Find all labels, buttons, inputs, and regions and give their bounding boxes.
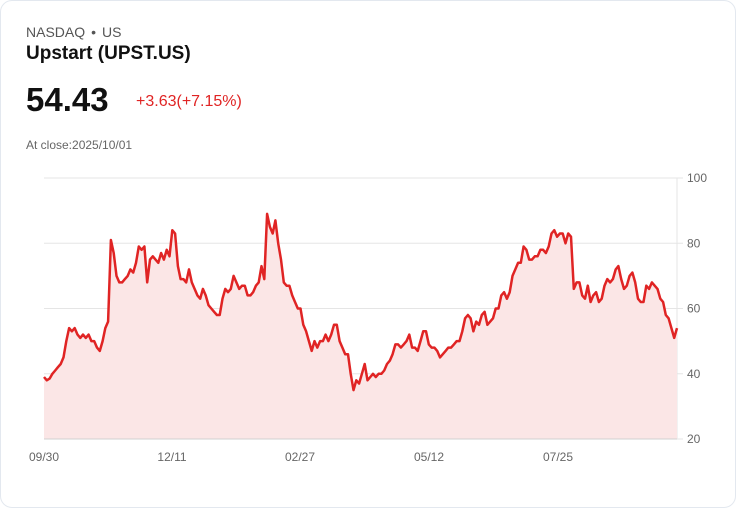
separator-dot: • [91, 24, 97, 40]
x-tick-label: 07/25 [543, 450, 573, 464]
area-fill [44, 213, 677, 439]
x-tick-label: 09/30 [29, 450, 59, 464]
current-price: 54.43 [26, 81, 109, 118]
price-change: +3.63(+7.15%) [136, 93, 242, 110]
exchange-line: NASDAQ • US [26, 24, 121, 40]
y-tick-label: 60 [687, 302, 701, 316]
y-tick-label: 100 [687, 171, 707, 185]
exchange-label: NASDAQ [26, 24, 86, 40]
stock-title: Upstart (UPST.US) [26, 43, 191, 64]
y-tick-label: 40 [687, 367, 701, 381]
close-date: At close:2025/10/01 [26, 138, 133, 152]
country-label: US [102, 24, 122, 40]
x-tick-label: 12/11 [157, 450, 186, 464]
y-tick-label: 20 [687, 432, 701, 446]
x-tick-label: 02/27 [285, 450, 315, 464]
price-line [43, 212, 679, 392]
x-tick-label: 05/12 [414, 450, 444, 464]
y-tick-label: 80 [687, 236, 701, 250]
